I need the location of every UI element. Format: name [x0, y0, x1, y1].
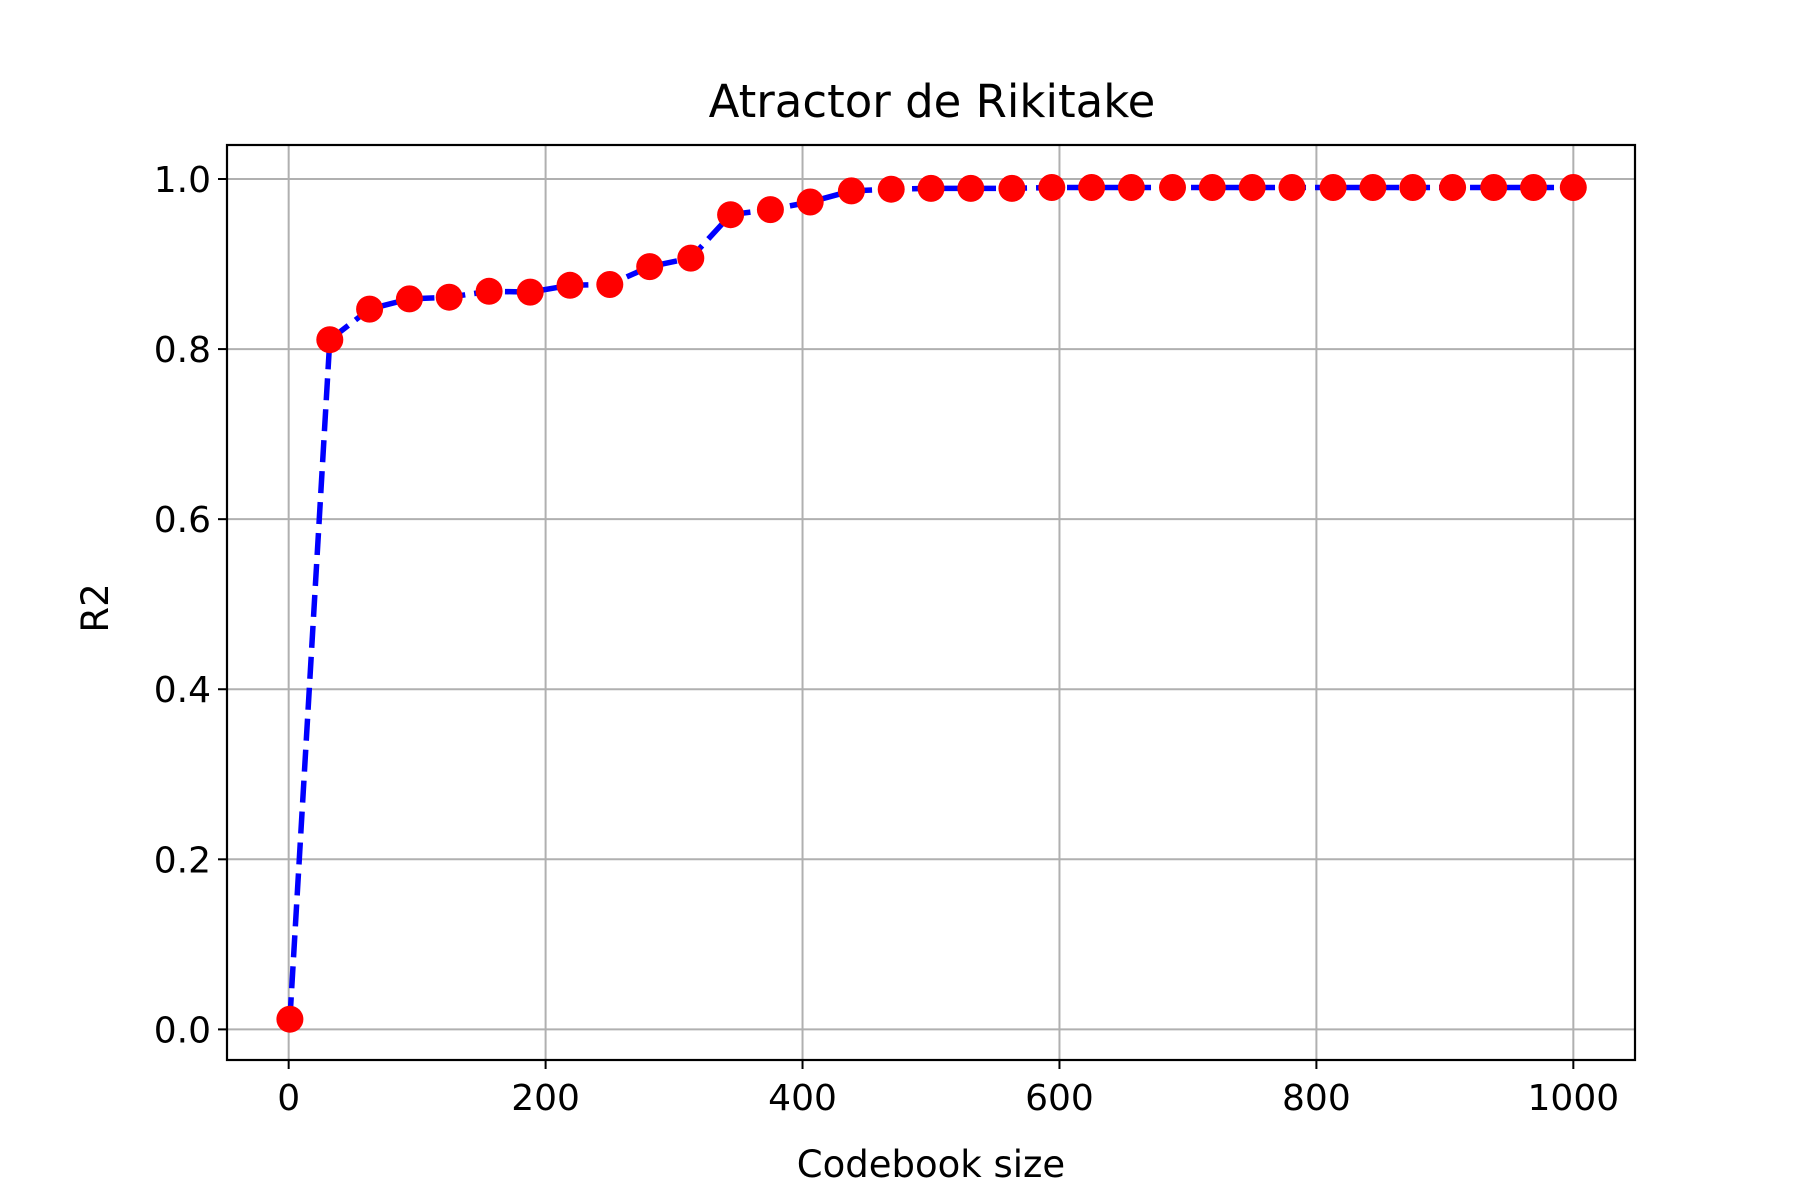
y-tick-label: 0.8	[154, 330, 211, 371]
x-tick-label: 400	[768, 1078, 837, 1119]
data-point-marker	[395, 285, 423, 313]
data-point-marker	[356, 295, 384, 323]
plot-area-frame	[225, 143, 1637, 1062]
data-point-marker	[717, 201, 745, 229]
data-point-marker	[1238, 174, 1266, 201]
series-marker-layer	[276, 174, 1587, 1033]
y-axis: 0.0 0.2 0.4 0.6 0.8 1.0	[154, 160, 227, 1051]
data-point-marker	[1559, 174, 1587, 201]
data-point-marker	[475, 277, 503, 305]
data-point-marker	[516, 278, 544, 306]
x-tick-label: 800	[1282, 1078, 1351, 1119]
data-point-marker	[837, 177, 865, 205]
data-point-marker	[796, 188, 824, 216]
data-point-marker	[756, 196, 784, 224]
chart-title: Atractor de Rikitake	[709, 75, 1156, 128]
data-point-marker	[1359, 174, 1387, 201]
data-point-marker	[1399, 174, 1427, 201]
y-tick-label: 0.0	[154, 1010, 211, 1051]
data-point-marker	[276, 1005, 304, 1033]
data-point-marker	[877, 175, 905, 203]
y-axis-label: R2	[74, 583, 117, 632]
x-tick-label: 200	[511, 1078, 580, 1119]
data-point-marker	[1117, 174, 1145, 201]
y-tick-label: 0.2	[154, 840, 211, 881]
data-point-marker	[917, 174, 945, 202]
data-point-marker	[1159, 174, 1186, 201]
x-axis-label: Codebook size	[797, 1143, 1065, 1186]
data-point-marker	[1319, 174, 1347, 201]
y-tick-label: 0.4	[154, 670, 211, 711]
y-tick-label: 1.0	[154, 160, 211, 201]
data-point-marker	[1480, 174, 1508, 201]
data-point-marker	[1520, 174, 1547, 201]
data-point-marker	[1078, 174, 1106, 201]
x-tick-label: 1000	[1528, 1078, 1620, 1119]
data-point-marker	[1038, 174, 1066, 201]
x-tick-label: 600	[1025, 1078, 1094, 1119]
data-point-marker	[1439, 174, 1467, 201]
data-point-marker	[636, 253, 664, 281]
data-point-marker	[998, 174, 1026, 202]
data-point-marker	[677, 244, 705, 272]
data-point-marker	[556, 271, 584, 299]
data-point-marker	[435, 283, 463, 311]
data-point-marker	[1278, 174, 1306, 201]
x-tick-label: 0	[277, 1078, 300, 1119]
grid	[227, 145, 1635, 1060]
data-point-marker	[316, 326, 344, 354]
data-point-marker	[957, 174, 985, 202]
data-point-marker	[596, 271, 624, 298]
data-point-marker	[1198, 174, 1226, 201]
y-tick-label: 0.6	[154, 500, 211, 541]
x-axis: 0 200 400 600 800 1000	[277, 1060, 1619, 1119]
